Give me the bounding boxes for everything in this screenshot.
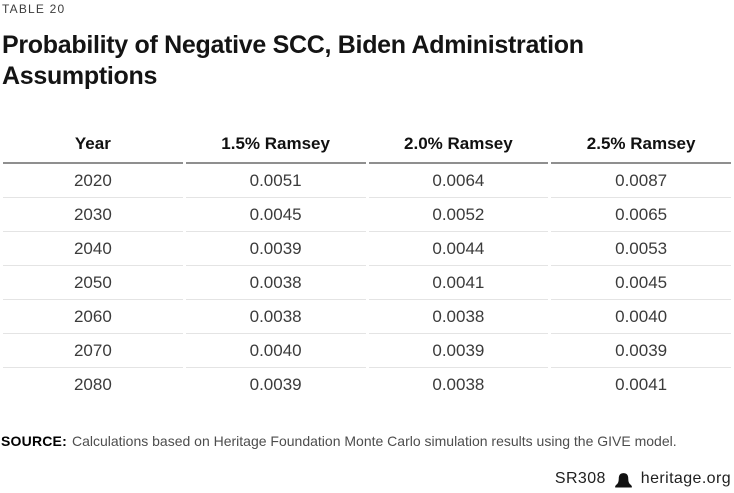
table-cell: 0.0045 [185, 198, 366, 232]
table-cell: 2080 [73, 374, 112, 394]
table-row: 2070 0.0040 0.0039 0.0039 [3, 334, 731, 368]
table-cell: 0.0045 [551, 266, 731, 300]
table-number-label: TABLE 20 [2, 2, 66, 16]
table-cell: 0.0041 [368, 266, 549, 300]
column-header: 2.5% Ramsey [551, 134, 731, 164]
page-title: Probability of Negative SCC, Biden Admin… [2, 31, 584, 90]
table-cell: 2060 [3, 300, 183, 334]
table-cell: 2040 [3, 232, 183, 266]
table-cell: 0.0039 [551, 334, 731, 368]
table-cell: 2030 [3, 198, 183, 232]
table-row: 2020 0.0051 0.0064 0.0087 [3, 164, 731, 198]
table-row: 2060 0.0038 0.0038 0.0040 [3, 300, 731, 334]
table-cell: 0.0039 [185, 232, 366, 266]
table-cell: 0.0038 [185, 300, 366, 334]
table-cell: 0.0039 [249, 374, 302, 394]
table-header-row: Year 1.5% Ramsey 2.0% Ramsey 2.5% Ramsey [3, 134, 731, 164]
table-cell: 0.0040 [185, 334, 366, 368]
table-body: 2020 0.0051 0.0064 0.0087 2030 0.0045 0.0052 0.… [3, 164, 731, 401]
table-cell: 2020 [3, 164, 183, 198]
source-label: SOURCE: [1, 433, 67, 449]
table-cell: 0.0052 [368, 198, 549, 232]
table-cell: 0.0039 [368, 334, 549, 368]
column-header: 1.5% Ramsey [185, 134, 366, 164]
table-row: 2030 0.0045 0.0052 0.0065 [3, 198, 731, 232]
table-cell: 0.0044 [368, 232, 549, 266]
footer: SR308 heritage.org [555, 470, 731, 488]
column-header: Year [3, 134, 183, 164]
table-header: Year 1.5% Ramsey 2.0% Ramsey 2.5% Ramsey [3, 134, 731, 164]
table-cell: 0.0064 [368, 164, 549, 198]
table-row: 2080 0.0039 0.0038 0.0041 [3, 368, 731, 401]
table-row: 2040 0.0039 0.0044 0.0053 [3, 232, 731, 266]
liberty-bell-icon [614, 471, 633, 488]
data-table: Year 1.5% Ramsey 2.0% Ramsey 2.5% Ramsey 20… [0, 134, 734, 401]
table-row: 2050 0.0038 0.0041 0.0045 [3, 266, 731, 300]
table-cell: 0.0065 [551, 198, 731, 232]
table-cell: 0.0038 [432, 374, 485, 394]
source-text: Calculations based on Heritage Foundatio… [71, 433, 677, 449]
table-cell: 0.0040 [551, 300, 731, 334]
table-cell: 0.0041 [615, 374, 668, 394]
table-cell: 0.0038 [368, 300, 549, 334]
column-header: 2.0% Ramsey [368, 134, 549, 164]
table-cell: 2050 [3, 266, 183, 300]
table-cell: 0.0038 [185, 266, 366, 300]
source-note: SOURCE: Calculations based on Heritage Fo… [1, 432, 734, 450]
table-cell: 0.0051 [185, 164, 366, 198]
table-cell: 2070 [3, 334, 183, 368]
report-id: SR308 [554, 470, 606, 487]
table-cell: 0.0053 [551, 232, 731, 266]
site-name: heritage.org [640, 470, 731, 487]
table-cell: 0.0087 [551, 164, 731, 198]
